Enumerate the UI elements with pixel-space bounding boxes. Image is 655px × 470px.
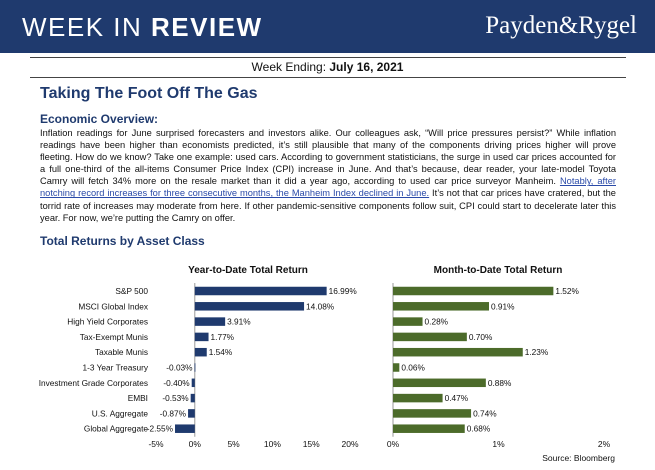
total-returns-heading: Total Returns by Asset Class: [40, 234, 205, 248]
mtd-data-label: 0.74%: [473, 408, 497, 418]
mtd-bar: [393, 286, 554, 296]
mtd-data-label: 0.47%: [445, 393, 469, 403]
mtd-chart-title: Month-to-Date Total Return: [433, 265, 563, 276]
bottom-rule: [30, 77, 626, 78]
ytd-bar: [194, 286, 327, 296]
ytd-bar: [188, 409, 195, 418]
category-label: Tax-Exempt Munis: [80, 332, 148, 342]
economic-overview-heading: Economic Overview:: [40, 112, 159, 126]
mtd-data-label: 0.06%: [401, 363, 425, 373]
mtd-bar: [393, 424, 465, 433]
newsletter-title: WEEK IN REVIEW: [22, 12, 263, 43]
ytd-bar: [194, 317, 226, 326]
mtd-bar: [393, 378, 486, 388]
article-headline: Taking The Foot Off The Gas: [40, 85, 258, 102]
mtd-tick-label: 1%: [492, 439, 505, 449]
manheim-link[interactable]: Notably, after notching record increases…: [40, 176, 616, 199]
mtd-tick-label: 0%: [387, 439, 400, 449]
ytd-bar: [194, 332, 209, 342]
category-label: High Yield Corporates: [67, 317, 148, 327]
category-label: Global Aggregate: [84, 424, 149, 434]
ytd-tick-label: 15%: [303, 439, 320, 449]
category-label: MSCI Global Index: [78, 301, 148, 311]
ytd-tick-label: 0%: [189, 439, 202, 449]
mtd-bar: [393, 409, 472, 418]
mtd-data-label: 0.70%: [469, 332, 493, 342]
mtd-data-label: 0.68%: [467, 424, 491, 434]
mtd-data-label: 0.88%: [488, 378, 512, 388]
ytd-data-label: 16.99%: [329, 286, 358, 296]
ytd-data-label: 1.77%: [211, 332, 235, 342]
mtd-tick-label: 2%: [598, 439, 611, 449]
category-label: Investment Grade Corporates: [39, 378, 148, 388]
top-rule: [30, 57, 626, 58]
week-ending-label: Week Ending:: [251, 60, 330, 74]
mtd-data-label: 1.23%: [525, 347, 549, 357]
ytd-chart-title: Year-to-Date Total Return: [188, 265, 308, 276]
category-label: EMBI: [128, 393, 148, 403]
mtd-bar: [393, 302, 490, 311]
body-text-start: Inflation readings for June surprised fo…: [40, 128, 616, 187]
ytd-data-label: 3.91%: [227, 317, 251, 327]
week-ending-date: July 16, 2021: [329, 60, 404, 74]
ytd-bar: [191, 378, 195, 388]
category-label: Taxable Munis: [95, 347, 148, 357]
ytd-data-label: 14.08%: [306, 301, 335, 311]
body-text-end: It’s not that car prices have cratered, …: [40, 188, 616, 223]
ytd-tick-label: 20%: [341, 439, 358, 449]
ytd-bar: [194, 347, 207, 357]
mtd-bar: [393, 317, 423, 326]
ytd-tick-label: 10%: [264, 439, 281, 449]
article-body: Inflation readings for June surprised fo…: [40, 127, 616, 224]
company-logo: Payden&Rygel: [485, 12, 637, 39]
mtd-bar: [393, 332, 467, 342]
mtd-data-label: 0.28%: [425, 317, 449, 327]
ytd-tick-label: 5%: [227, 439, 240, 449]
category-label: S&P 500: [115, 286, 148, 296]
ytd-tick-label: -5%: [148, 439, 164, 449]
category-label: U.S. Aggregate: [92, 408, 149, 418]
ytd-data-label: -0.40%: [163, 378, 190, 388]
ytd-bar: [175, 424, 195, 433]
mtd-bar: [393, 363, 400, 372]
mtd-bar: [393, 393, 443, 403]
mtd-bar: [393, 347, 523, 357]
title-light: WEEK IN: [22, 12, 152, 42]
ytd-bar: [194, 363, 196, 372]
week-ending: Week Ending: July 16, 2021: [0, 60, 655, 74]
source-note: Source: Bloomberg: [542, 453, 615, 463]
ytd-data-label: -0.03%: [166, 363, 193, 373]
header-banner: WEEK IN REVIEW Payden&Rygel: [0, 0, 655, 53]
ytd-bar: [190, 393, 195, 403]
category-label: 1-3 Year Treasury: [83, 363, 149, 373]
mtd-data-label: 0.91%: [491, 301, 515, 311]
ytd-data-label: -0.53%: [162, 393, 189, 403]
ytd-bar: [194, 302, 305, 311]
mtd-data-label: 1.52%: [555, 286, 579, 296]
title-bold: REVIEW: [151, 12, 263, 42]
ytd-data-label: -2.55%: [147, 424, 174, 434]
ytd-data-label: 1.54%: [209, 347, 233, 357]
ytd-data-label: -0.87%: [160, 408, 187, 418]
